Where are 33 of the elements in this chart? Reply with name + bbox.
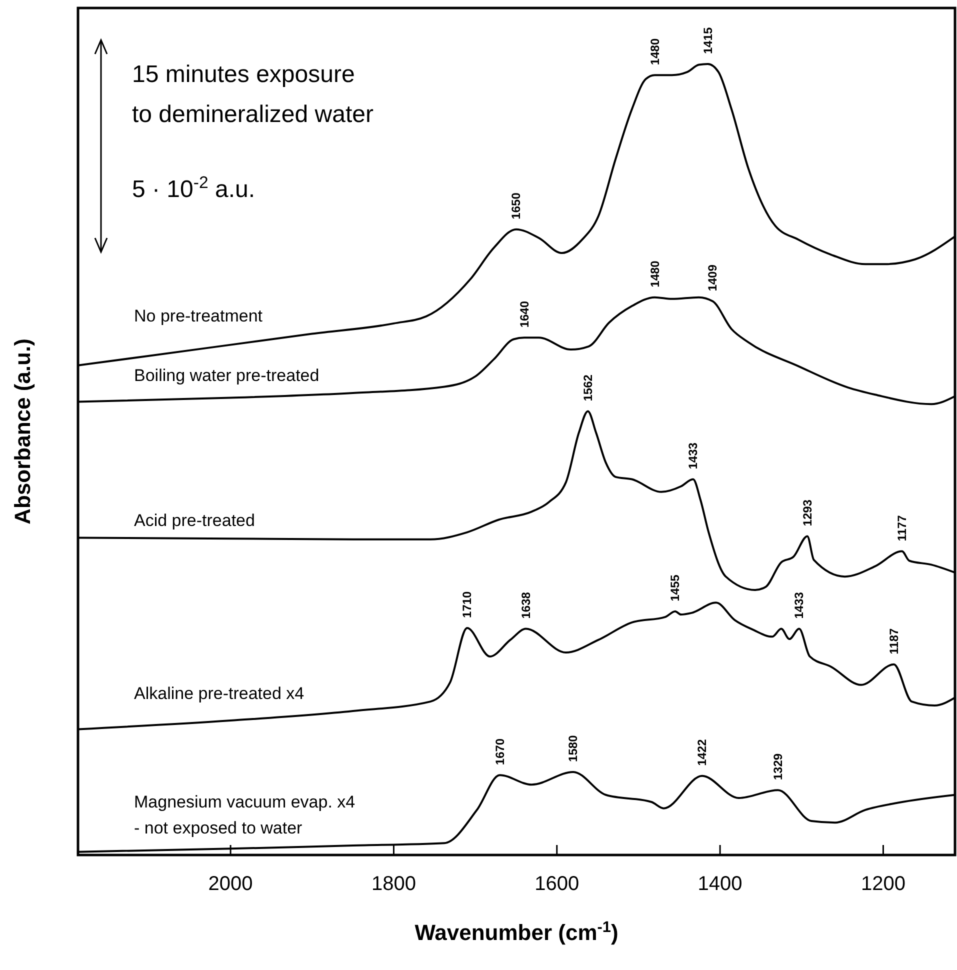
x-tick-label: 1800: [371, 873, 416, 895]
annotation: 1480: [648, 38, 662, 66]
annotation: 1455: [668, 574, 682, 602]
series-label: Boiling water pre-treated: [134, 366, 320, 386]
x-tick-label: 1400: [698, 873, 742, 895]
annotation: 1562: [580, 374, 595, 402]
annotation: 5 · 10$^{-2}$ a.u.: [132, 172, 255, 203]
series-label: No pre-treatment: [134, 306, 263, 326]
x-tick-label: 2000: [208, 873, 253, 895]
annotation: 1433: [792, 592, 806, 619]
annotation: 1670: [492, 738, 507, 766]
annotation: 1638: [518, 592, 533, 619]
annotation: 1293: [800, 499, 814, 526]
annotation: 1433: [686, 442, 700, 470]
x-axis-title: Wavenumber (cm$^{-1}$): [414, 918, 618, 945]
annotation: 15 minutes exposure to demineralized water: [132, 61, 374, 128]
annotation: 1640: [517, 300, 532, 328]
annotation: 1580: [566, 734, 580, 762]
annotation: 1329: [770, 753, 785, 780]
y-axis-title: Absorbance (a.u.): [10, 338, 35, 524]
annotation: 1422: [695, 738, 710, 766]
annotation: 1710: [460, 590, 474, 618]
series-label: Alkaline pre-treated x4: [134, 684, 304, 704]
annotation: 1409: [706, 264, 720, 292]
annotation: 1415: [700, 26, 715, 54]
annotation: 1187: [886, 628, 901, 654]
x-tick-label: 1600: [534, 873, 580, 895]
annotation: 1650: [509, 192, 524, 220]
x-tick-label: 1200: [860, 873, 906, 895]
series-label: Magnesium vacuum evap. x4 - not exposed to water: [134, 792, 356, 838]
annotation: 1177: [894, 514, 909, 542]
annotation: 1480: [648, 260, 662, 288]
series-label: Acid pre-treated: [134, 510, 255, 530]
